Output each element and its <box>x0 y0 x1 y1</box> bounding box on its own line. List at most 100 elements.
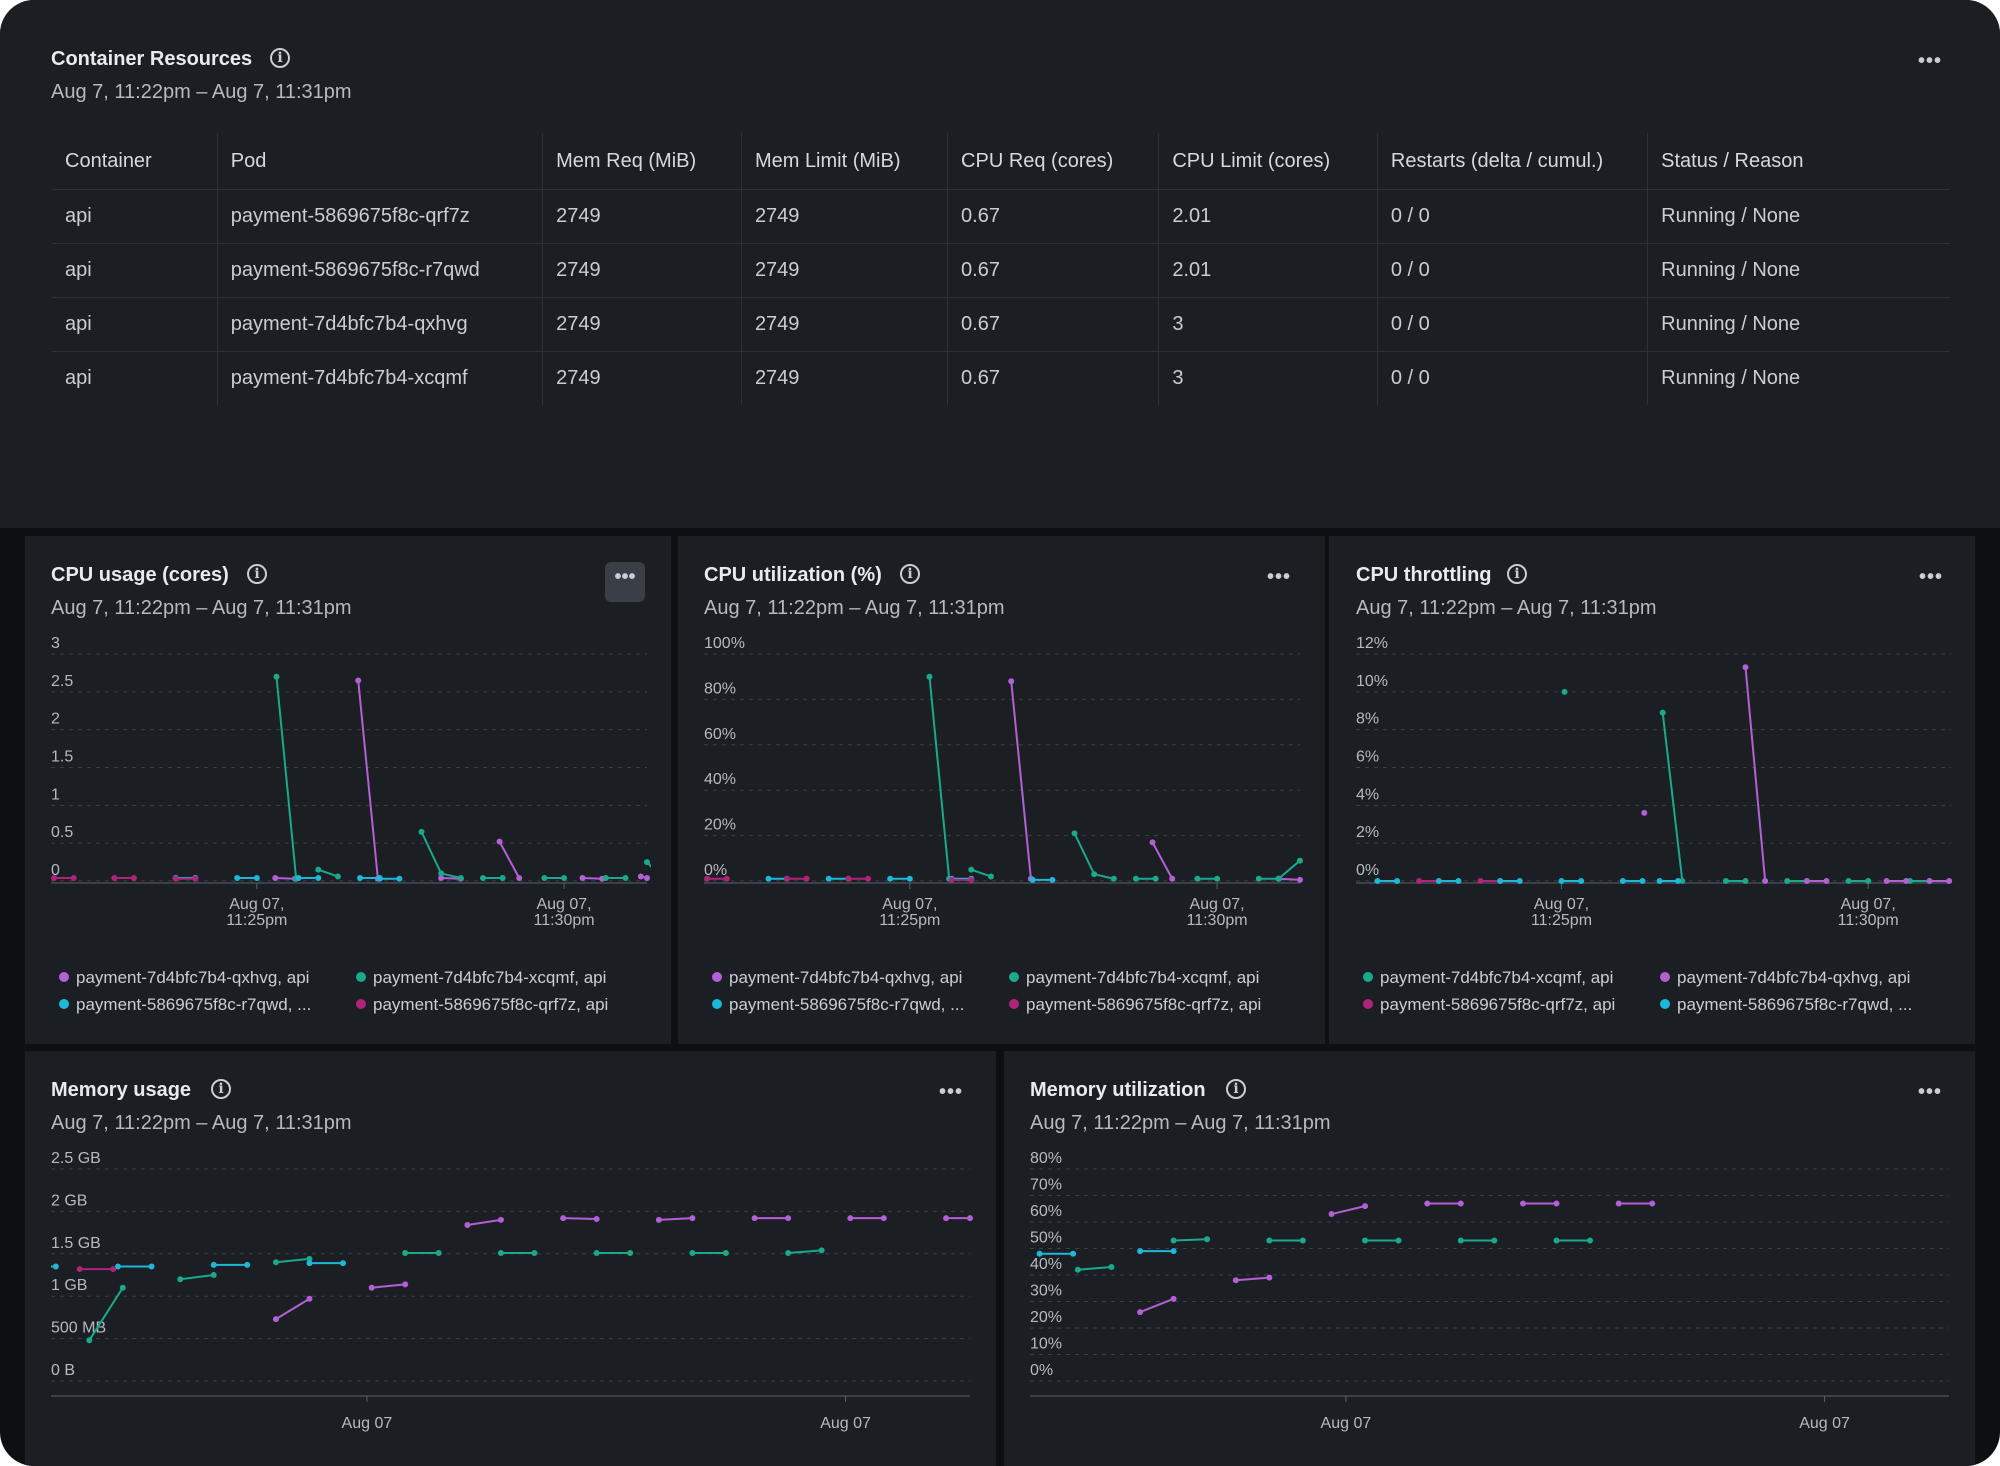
series-line <box>1331 1205 1366 1216</box>
data-point <box>1297 857 1303 864</box>
info-icon[interactable]: i <box>270 48 290 68</box>
table-cell: 0 / 0 <box>1377 189 1649 244</box>
data-point <box>783 875 790 882</box>
column-header[interactable]: Mem Req (MiB) <box>542 133 742 190</box>
x-tick-label: 11:30pm <box>534 912 595 929</box>
panel-time-range: Aug 7, 11:22pm – Aug 7, 11:31pm <box>1030 1112 1331 1134</box>
more-horizontal-icon[interactable]: ••• <box>1267 566 1292 588</box>
legend-item[interactable]: payment-7d4bfc7b4-xcqmf, api <box>1009 968 1259 988</box>
data-point <box>1553 1237 1560 1244</box>
table-cell: 2749 <box>542 351 742 405</box>
series-line <box>498 841 521 879</box>
legend-item[interactable]: payment-7d4bfc7b4-xcqmf, api <box>356 968 606 988</box>
column-header[interactable]: Status / Reason <box>1647 133 1950 190</box>
x-tick-label: 11:25pm <box>879 912 940 929</box>
column-header[interactable]: CPU Limit (cores) <box>1158 133 1378 190</box>
series-line <box>275 876 295 880</box>
table-cell: payment-5869675f8c-r7qwd <box>217 243 544 298</box>
cpu-throttling-panel: CPU throttling i Aug 7, 11:22pm – Aug 7,… <box>1329 536 1975 1044</box>
data-point <box>637 873 644 880</box>
y-tick-label: 30% <box>1030 1283 1062 1300</box>
legend-item[interactable]: payment-5869675f8c-qrf7z, api <box>356 995 608 1015</box>
y-tick-label: 6% <box>1356 749 1379 766</box>
y-tick-label: 0 <box>51 862 60 879</box>
column-header[interactable]: Container <box>52 133 218 190</box>
data-point <box>435 1249 442 1256</box>
data-point <box>376 875 383 882</box>
info-icon[interactable]: i <box>247 564 267 584</box>
data-point <box>1003 1253 1009 1259</box>
x-tick-label: Aug 07, <box>1189 896 1244 913</box>
data-point <box>1455 878 1462 884</box>
legend-item[interactable]: payment-7d4bfc7b4-qxhvg, api <box>59 968 309 988</box>
table-cell: 3 <box>1158 351 1378 405</box>
legend-item[interactable]: payment-7d4bfc7b4-qxhvg, api <box>1660 968 1910 988</box>
more-horizontal-icon[interactable]: ••• <box>1918 50 1943 72</box>
legend-label: payment-7d4bfc7b4-qxhvg, api <box>1677 968 1911 987</box>
data-point <box>1297 876 1303 883</box>
data-point <box>516 874 523 881</box>
data-point <box>1883 878 1890 884</box>
column-header[interactable]: Restarts (delta / cumul.) <box>1377 133 1649 190</box>
table-cell: 0.67 <box>947 243 1160 298</box>
data-point <box>967 1215 973 1222</box>
data-point <box>1457 1237 1464 1244</box>
series-line <box>1139 1297 1174 1314</box>
info-icon[interactable]: i <box>900 564 920 584</box>
data-point <box>943 1215 950 1222</box>
legend-item[interactable]: payment-5869675f8c-qrf7z, api <box>1363 995 1615 1015</box>
legend-item[interactable]: payment-5869675f8c-qrf7z, api <box>1009 995 1261 1015</box>
legend-item[interactable]: payment-5869675f8c-r7qwd, ... <box>59 995 311 1015</box>
more-horizontal-icon[interactable]: ••• <box>1918 1081 1943 1103</box>
info-icon[interactable]: i <box>211 1079 231 1099</box>
column-header[interactable]: Mem Limit (MiB) <box>741 133 949 190</box>
data-point <box>1742 664 1749 671</box>
data-point <box>926 673 933 680</box>
data-point <box>438 874 445 881</box>
table-row[interactable]: api payment-5869675f8c-r7qwd 2749 2749 0.67 2… <box>52 243 1950 298</box>
legend-item[interactable]: payment-5869675f8c-r7qwd, ... <box>1660 995 1912 1015</box>
data-point <box>148 1263 155 1270</box>
table-row[interactable]: api payment-7d4bfc7b4-xcqmf 2749 2749 0.67 3 0… <box>52 351 1950 405</box>
data-point <box>627 1249 634 1256</box>
more-horizontal-icon[interactable]: ••• <box>1919 566 1944 588</box>
legend-item[interactable]: payment-7d4bfc7b4-xcqmf, api <box>1363 968 1613 988</box>
legend-label: payment-5869675f8c-qrf7z, api <box>1380 995 1616 1014</box>
more-horizontal-icon[interactable]: ••• <box>939 1081 964 1103</box>
data-point <box>479 874 486 881</box>
table-row[interactable]: api payment-5869675f8c-qrf7z 2749 2749 0.67 2… <box>52 189 1950 244</box>
data-point <box>1374 878 1381 884</box>
table-cell: 2749 <box>741 351 949 405</box>
data-point <box>172 875 179 882</box>
table-cell: 2749 <box>741 189 949 244</box>
table-cell: 2749 <box>542 189 742 244</box>
data-point <box>803 875 810 882</box>
series-line <box>88 1287 124 1341</box>
table-cell: api <box>52 351 218 405</box>
panel-title: CPU utilization (%) <box>704 564 882 586</box>
data-point <box>272 874 279 881</box>
data-point <box>19 1264 25 1270</box>
info-icon[interactable]: i <box>1226 1079 1246 1099</box>
legend-item[interactable]: payment-5869675f8c-r7qwd, ... <box>712 995 964 1015</box>
column-header[interactable]: Pod <box>217 133 544 190</box>
table-row[interactable]: api payment-7d4bfc7b4-qxhvg 2749 2749 0.67 3 0… <box>52 297 1950 352</box>
info-icon[interactable]: i <box>1507 564 1527 584</box>
data-point <box>723 875 730 882</box>
data-point <box>1170 1295 1177 1302</box>
data-point <box>306 1255 313 1262</box>
more-horizontal-icon[interactable]: ••• <box>605 562 645 602</box>
data-point <box>52 1263 59 1270</box>
data-point <box>1679 878 1686 884</box>
y-tick-label: 2.5 <box>51 673 73 690</box>
column-header[interactable]: CPU Req (cores) <box>947 133 1160 190</box>
data-point <box>1137 1248 1144 1255</box>
data-point <box>496 838 503 845</box>
panel-time-range: Aug 7, 11:22pm – Aug 7, 11:31pm <box>51 597 352 619</box>
data-point <box>948 876 955 883</box>
x-tick-label: Aug 07 <box>820 1415 871 1432</box>
table-cell: 2749 <box>542 297 742 352</box>
legend-item[interactable]: payment-7d4bfc7b4-qxhvg, api <box>712 968 962 988</box>
data-point <box>464 1221 471 1228</box>
data-point <box>785 1215 792 1222</box>
